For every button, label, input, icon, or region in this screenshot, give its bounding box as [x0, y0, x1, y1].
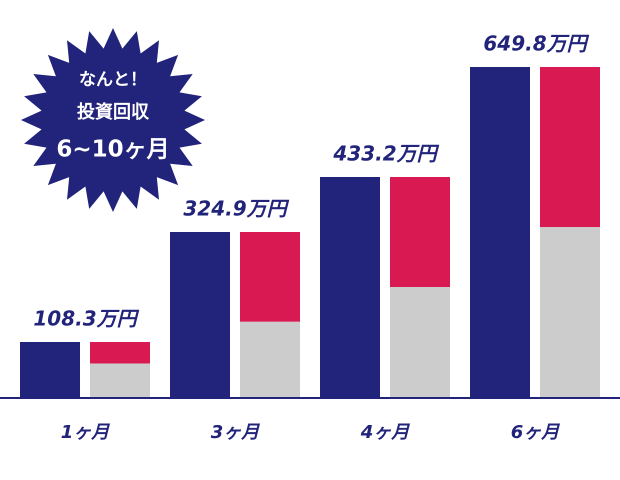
- annotation: 投資回収: [77, 101, 150, 123]
- bar: [320, 177, 380, 397]
- bar-segment: [390, 287, 450, 397]
- value-label: 108.3万円: [33, 307, 139, 331]
- bar-segment: [90, 342, 150, 364]
- bar: [170, 232, 230, 397]
- bar-segment: [90, 363, 150, 397]
- value-label: 649.8万円: [483, 32, 589, 56]
- x-tick-label: 4ヶ月: [360, 422, 411, 443]
- x-tick-label: 1ヶ月: [61, 422, 111, 443]
- bar-segment: [540, 67, 600, 228]
- bar-segment: [240, 321, 300, 397]
- annotation: 6~10ヶ月: [56, 137, 169, 163]
- bar-segment: [390, 177, 450, 287]
- bar-segment: [540, 227, 600, 397]
- bar: [470, 67, 530, 397]
- bar-segment: [240, 232, 300, 322]
- value-label: 433.2万円: [332, 142, 439, 166]
- baseline: [0, 397, 620, 399]
- value-label: 324.9万円: [183, 197, 289, 221]
- x-tick-label: 3ヶ月: [211, 422, 261, 443]
- annotation: なんと！: [79, 70, 147, 90]
- bar: [20, 342, 80, 397]
- starburst: [21, 28, 205, 212]
- x-tick-label: 6ヶ月: [511, 422, 561, 443]
